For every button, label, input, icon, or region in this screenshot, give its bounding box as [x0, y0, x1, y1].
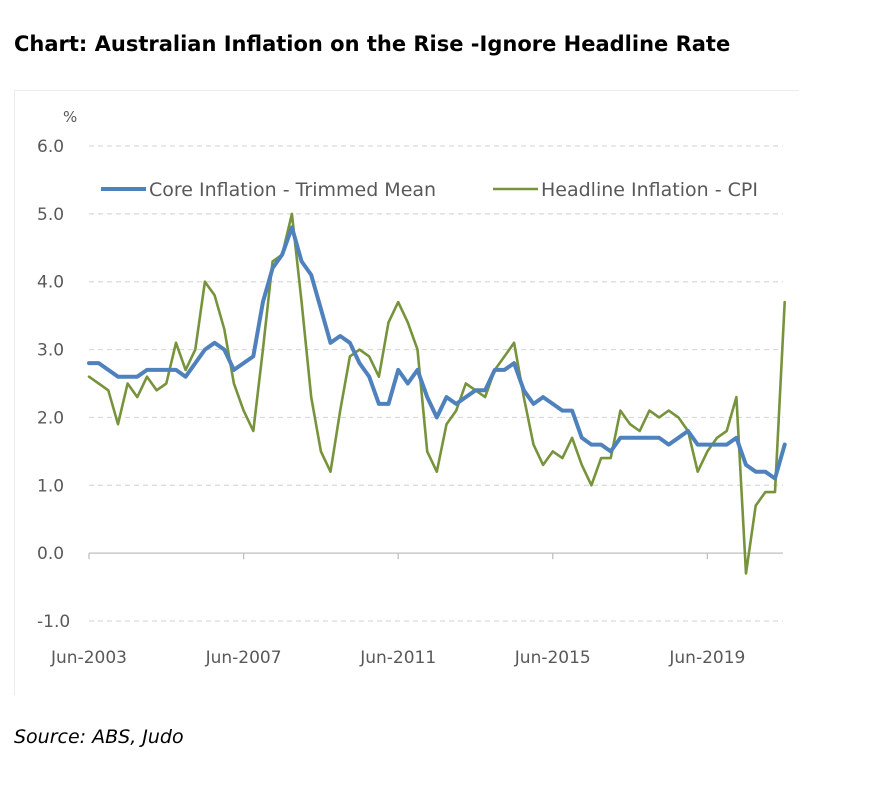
- y-tick-label: 2.0: [37, 408, 64, 428]
- x-tick-label: Jun-2011: [359, 648, 436, 668]
- y-axis-unit-label: %: [63, 108, 77, 126]
- x-tick-label: Jun-2019: [668, 648, 745, 668]
- legend: Core Inflation - Trimmed Mean Headline In…: [101, 179, 758, 201]
- inflation-line-chart: % -1.0 0.0 1.0 2.0 3.0 4.0 5.0 6.0 Jun-2003 Jun-2…: [37, 108, 787, 668]
- series-lines: [87, 212, 787, 575]
- x-tick-label: Jun-2015: [514, 648, 591, 668]
- y-tick-label: 1.0: [37, 476, 64, 496]
- source-note: Source: ABS, Judo: [14, 726, 184, 748]
- y-tick-label: 0.0: [37, 544, 64, 564]
- chart-panel: % -1.0 0.0 1.0 2.0 3.0 4.0 5.0 6.0 Jun-2003 Jun-2…: [14, 90, 799, 695]
- y-tick-label: 6.0: [37, 137, 64, 157]
- axes: % -1.0 0.0 1.0 2.0 3.0 4.0 5.0 6.0 Jun-2003 Jun-2…: [37, 108, 783, 668]
- y-tick-label: 5.0: [37, 205, 64, 225]
- x-tick-label: Jun-2007: [205, 648, 282, 668]
- core-inflation-line: [87, 225, 787, 481]
- headline-inflation-line: [87, 212, 787, 575]
- y-tick-label: 3.0: [37, 341, 64, 361]
- legend-item-headline-label: Headline Inflation - CPI: [541, 179, 758, 201]
- legend-item-core-label: Core Inflation - Trimmed Mean: [149, 179, 436, 201]
- page-title: Chart: Australian Inflation on the Rise …: [14, 32, 731, 56]
- y-tick-label: -1.0: [37, 612, 70, 632]
- y-tick-label: 4.0: [37, 273, 64, 293]
- x-tick-label: Jun-2003: [50, 648, 127, 668]
- gridlines: [89, 145, 783, 622]
